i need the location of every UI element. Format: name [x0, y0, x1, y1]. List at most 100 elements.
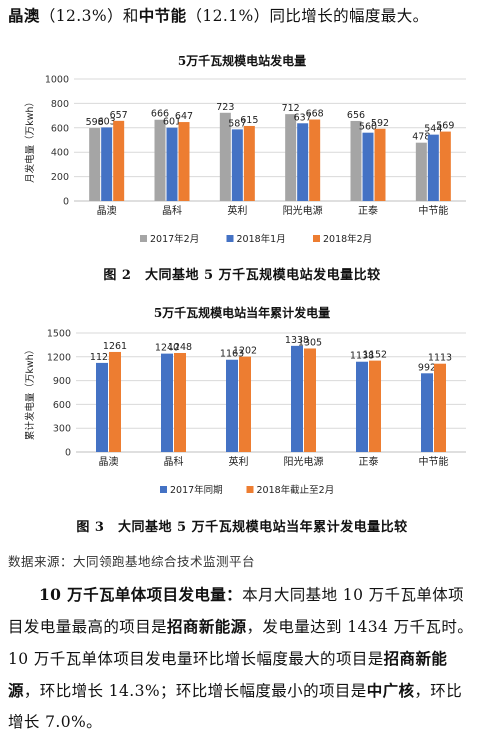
- fig2-legend-swatch: [140, 235, 147, 242]
- para-text-4: ，环比增长 7.0%。: [8, 682, 463, 731]
- fig3-title: 5万千瓦规模电站当年累计发电量: [153, 306, 331, 320]
- fig2-ytick-label: 1000: [45, 75, 69, 86]
- fig2-bar: [166, 127, 178, 201]
- para-text-3: ，环比增长 14.3%；环比增长幅度最小的项目是: [23, 682, 367, 700]
- fig2-caption: 图 2 大同基地 5 万千瓦规模电站发电量比较: [103, 268, 381, 283]
- fig2-bar: [374, 128, 386, 201]
- fig3-data-label: 1305: [298, 337, 322, 348]
- fig2-bar: [309, 119, 321, 201]
- intro-bold-2: 中节能: [138, 6, 187, 25]
- fig2-bar: [89, 128, 101, 201]
- fig2-legend-label: 2018年1月: [237, 233, 286, 245]
- fig3-data-label: 1123: [90, 352, 114, 363]
- fig2-legend-label: 2017年2月: [150, 233, 199, 245]
- fig3-data-label: 1163: [220, 349, 244, 360]
- fig2-data-label: 657: [110, 110, 128, 121]
- body-paragraph: 10 万千瓦单体项目发电量：本月大同基地 10 万千瓦单体项目发电量最高的项目是…: [8, 579, 476, 738]
- fig2-bar: [362, 132, 374, 201]
- fig2-data-label: 544: [424, 124, 442, 135]
- intro-text-1: （12.3%）和: [39, 7, 139, 25]
- fig3-data-label: 1248: [168, 342, 192, 353]
- fig2-category-label: 英利: [227, 204, 247, 217]
- fig2-ytick-label: 800: [51, 99, 69, 110]
- fig2-bar: [219, 112, 231, 201]
- fig2-data-label: 712: [282, 103, 300, 114]
- fig3-category-label: 正泰: [359, 455, 379, 468]
- fig2-ytick-label: 600: [51, 123, 69, 134]
- fig2-data-label: 666: [151, 109, 169, 120]
- fig2-y-axis-label: 月发电量（万kwh）: [24, 97, 36, 183]
- fig3-bar: [291, 345, 303, 452]
- fig2-bar: [439, 131, 451, 201]
- fig2-data-label: 601: [163, 117, 181, 128]
- fig3-category-label: 晶澳: [99, 455, 119, 468]
- fig3-ytick-label: 1500: [47, 329, 71, 340]
- fig3-ytick-label: 300: [53, 424, 71, 435]
- fig2-category-label: 晶澳: [97, 204, 117, 217]
- fig2-data-label: 647: [175, 111, 193, 122]
- fig2-bar: [113, 120, 125, 201]
- fig2-data-label: 656: [347, 110, 365, 121]
- intro-text-2: （12.1%）同比增长的幅度最大。: [186, 7, 429, 25]
- fig2-bar: [285, 114, 297, 201]
- fig2-title: 5万千瓦规模电站发电量: [177, 54, 307, 68]
- fig2-data-label: 668: [306, 109, 324, 120]
- fig3-ytick-label: 600: [53, 400, 71, 411]
- fig3-category-label: 阳光电源: [284, 455, 324, 468]
- fig2-data-label: 569: [436, 121, 454, 132]
- fig3-data-label: 992: [418, 362, 436, 373]
- fig2-bar: [154, 119, 166, 201]
- fig3-data-label: 1338: [285, 335, 309, 346]
- fig3-bar: [161, 353, 173, 452]
- fig3-legend-label: 2017年同期: [170, 484, 223, 496]
- fig2-category-label: 正泰: [358, 204, 378, 217]
- fig3-legend-label: 2018年截止至2月: [257, 484, 335, 496]
- fig3-bar: [174, 352, 186, 452]
- fig3-caption: 图 3 大同基地 5 万千瓦规模电站当年累计发电量比较: [76, 520, 408, 535]
- para-bold-3: 招商新能源: [8, 649, 448, 700]
- fig2-data-label: 592: [371, 118, 389, 129]
- fig3-bar: [369, 360, 381, 452]
- fig2-legend-label: 2018年2月: [323, 233, 372, 245]
- fig2-data-label: 560: [359, 122, 377, 133]
- intro-paragraph: 晶澳（12.3%）和中节能（12.1%）同比增长的幅度最大。: [8, 0, 476, 32]
- fig2-data-label: 598: [86, 117, 104, 128]
- para-bold-2: 招商新能源: [167, 617, 247, 636]
- fig2-ytick-label: 400: [51, 148, 69, 159]
- fig2-legend-swatch: [313, 235, 320, 242]
- fig3-category-label: 英利: [229, 455, 249, 468]
- fig3-legend-swatch: [160, 486, 167, 493]
- fig3-bar: [304, 348, 316, 452]
- para-text-1: 本月大同基地 10 万千瓦单体项目发电量最高的项目是: [8, 586, 465, 636]
- fig3-bar: [421, 373, 433, 452]
- data-source: 数据来源：大同领跑基地综合技术监测平台: [8, 554, 256, 569]
- fig2-category-label: 中节能: [418, 204, 448, 217]
- fig3-bar: [434, 363, 446, 452]
- fig2-data-label: 723: [216, 102, 234, 113]
- fig2-ytick-label: 0: [63, 197, 69, 208]
- intro-bold-1: 晶澳: [8, 6, 40, 25]
- para-bold-1: 10 万千瓦单体项目发电量：: [39, 585, 243, 604]
- fig2-data-label: 615: [240, 115, 258, 126]
- para-text-2: ，发电量达到 1434 万千瓦时。10 万千瓦单体项目发电量环比增长幅度最大的项…: [8, 618, 474, 668]
- fig3-ytick-label: 0: [65, 448, 71, 459]
- fig3-category-label: 中节能: [419, 455, 449, 468]
- fig2-bar: [350, 120, 362, 201]
- fig3-data-label: 1138: [350, 351, 374, 362]
- fig3-bar: [109, 351, 121, 452]
- fig3-data-label: 1261: [103, 341, 127, 352]
- fig3-ytick-label: 900: [53, 376, 71, 387]
- fig3-bar: [96, 362, 108, 452]
- fig2-ytick-label: 200: [51, 172, 69, 183]
- fig3-bar: [239, 356, 251, 452]
- fig2-data-label: 637: [294, 112, 312, 123]
- fig2-bar: [101, 127, 113, 201]
- fig2-data-label: 587: [228, 118, 246, 129]
- fig2-category-label: 阳光电源: [283, 204, 323, 217]
- fig3-data-label: 1152: [363, 350, 387, 361]
- fig2-bar: [415, 142, 427, 201]
- fig3-ytick-label: 1200: [47, 352, 71, 363]
- fig2-bar: [297, 123, 309, 201]
